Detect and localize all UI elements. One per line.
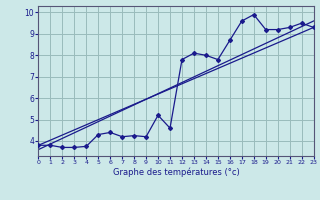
X-axis label: Graphe des températures (°c): Graphe des températures (°c) [113, 168, 239, 177]
